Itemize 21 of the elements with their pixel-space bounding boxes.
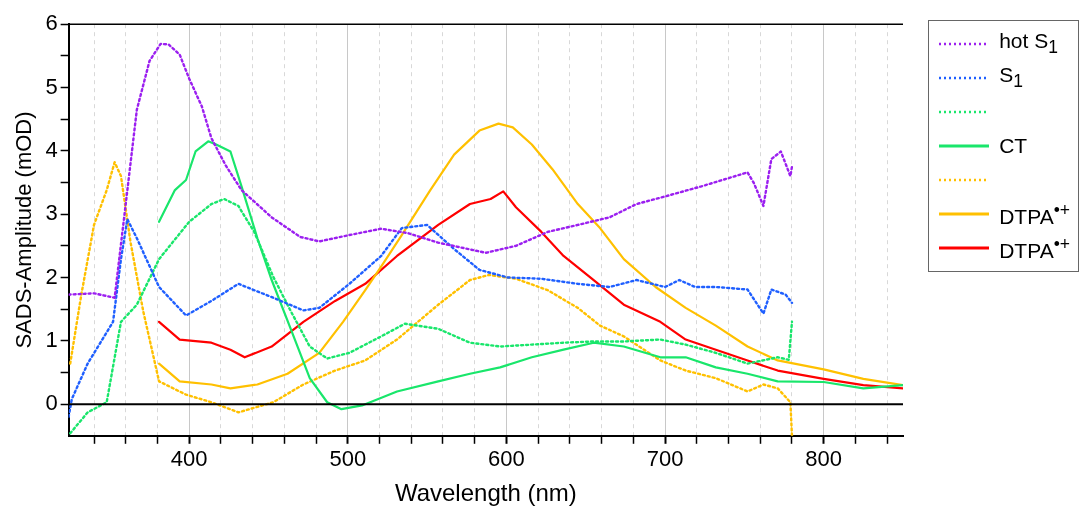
y-tick-label: 2 [45, 263, 58, 289]
legend-label: DTPA$^{•+}$ [999, 233, 1070, 263]
x-tick-label: 600 [488, 446, 525, 472]
y-tick-label: 4 [45, 136, 58, 162]
y-tick-label: 3 [45, 200, 58, 226]
x-axis-title: Wavelength (nm) [394, 479, 577, 507]
y-tick-label: 0 [45, 390, 58, 416]
y-axis-title: SADS-Amplitude (mOD) [11, 111, 37, 349]
legend-label: CT [999, 134, 1028, 158]
x-tick-label: 800 [805, 446, 843, 472]
line-series [68, 42, 794, 299]
legend-label: DTPA$^{•+}$ [999, 199, 1070, 229]
legend-label: S$_{1}$ [999, 63, 1023, 93]
line-series [68, 218, 794, 418]
y-tick-label: 5 [45, 73, 58, 99]
y-tick-label: 6 [45, 10, 58, 36]
y-tick-label: 1 [45, 326, 58, 352]
legend-label: hot S$_{1}$ [999, 29, 1058, 59]
x-tick-label: 400 [170, 446, 208, 472]
x-tick-label: 500 [329, 446, 367, 472]
x-tick-label: 700 [646, 446, 684, 472]
